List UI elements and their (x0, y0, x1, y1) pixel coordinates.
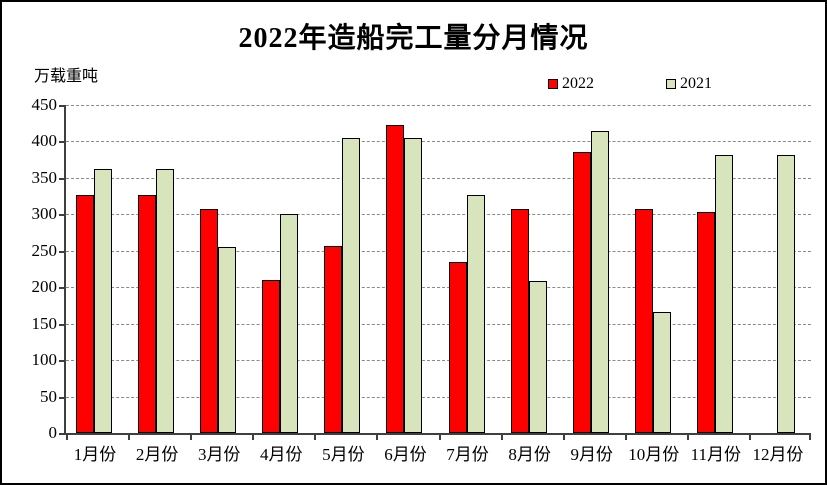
x-axis-tick-8 (562, 435, 565, 440)
y-axis-tick-label-300: 300 (31, 204, 58, 224)
y-axis-tick-50 (59, 396, 64, 399)
legend-item-2022: 2022 (548, 75, 594, 92)
bar-2022-4月份 (262, 279, 281, 433)
bar-2022-3月份 (200, 208, 219, 433)
bar-2022-2月份 (138, 194, 157, 433)
x-axis-tick-4 (314, 435, 317, 440)
x-axis-label-7月份: 7月份 (446, 445, 489, 464)
bar-2021-12月份 (776, 154, 795, 433)
gridline-y-150 (66, 323, 811, 325)
y-axis-tick-label-250: 250 (31, 240, 58, 260)
gridline-y-450 (66, 105, 811, 106)
x-axis-label-11月份: 11月份 (690, 445, 742, 464)
gridline-y-250 (66, 250, 811, 252)
y-axis-tick-label-50: 50 (40, 386, 57, 406)
y-axis-tick-150 (59, 323, 64, 326)
y-axis-tick-300 (59, 214, 64, 217)
x-axis-tick-7 (500, 435, 503, 440)
y-axis-tick-200 (59, 287, 64, 290)
x-axis-tick-5 (376, 435, 379, 440)
gridline-y-400 (66, 141, 811, 143)
gridline-y-200 (66, 287, 811, 289)
y-axis-tick-0 (59, 433, 64, 435)
x-axis-tick-12 (809, 435, 811, 440)
x-axis-tick-0 (66, 435, 68, 440)
x-axis-label-3月份: 3月份 (197, 445, 241, 464)
bar-2021-2月份 (156, 169, 175, 433)
bar-2022-10月份 (634, 209, 653, 433)
x-axis-label-9月份: 9月份 (570, 445, 613, 464)
x-axis-label-2月份: 2月份 (135, 445, 179, 464)
y-axis-unit-label: 万载重吨 (34, 68, 99, 85)
bar-2022-9月份 (572, 151, 591, 433)
x-axis-label-4月份: 4月份 (260, 445, 303, 464)
y-axis-tick-label-350: 350 (31, 167, 58, 187)
legend-item-2021: 2021 (666, 75, 712, 92)
bar-2021-6月份 (404, 137, 423, 433)
gridline-y-100 (66, 360, 811, 362)
plot-area (59, 105, 811, 440)
legend-swatch-2022 (548, 79, 558, 89)
x-axis-label-8月份: 8月份 (508, 445, 551, 464)
y-axis-tick-100 (59, 360, 64, 363)
y-axis-tick-250 (59, 250, 64, 253)
chart-title: 2022年造船完工量分月情况 (238, 23, 589, 54)
bar-2021-1月份 (94, 169, 112, 433)
bar-2021-10月份 (652, 312, 671, 433)
bar-2021-8月份 (528, 281, 547, 433)
bar-2022-11月份 (696, 212, 715, 433)
bar-2022-6月份 (386, 125, 405, 433)
y-axis-tick-label-450: 450 (31, 95, 58, 114)
x-axis-label-12月份: 12月份 (752, 445, 804, 464)
gridline-y-50 (66, 396, 811, 398)
y-axis-tick-label-0: 0 (48, 423, 58, 442)
y-axis-tick-label-100: 100 (31, 350, 58, 370)
bar-2022-7月份 (448, 261, 467, 433)
bar-2021-5月份 (342, 137, 361, 433)
x-axis-tick-2 (190, 435, 193, 440)
x-axis-tick-1 (128, 435, 131, 440)
x-axis-tick-3 (252, 435, 255, 440)
x-axis-tick-9 (624, 435, 627, 440)
y-axis-tick-350 (59, 177, 64, 180)
x-axis-label-5月份: 5月份 (322, 445, 365, 464)
y-axis-tick-450 (59, 105, 64, 107)
legend-label-2021: 2021 (680, 75, 712, 92)
bar-2021-11月份 (714, 155, 733, 433)
x-axis-label-1月份: 1月份 (73, 445, 117, 464)
bar-2022-8月份 (510, 208, 529, 433)
x-axis-label-10月份: 10月份 (628, 445, 680, 464)
x-axis-tick-11 (748, 435, 751, 440)
y-axis-tick-label-200: 200 (31, 277, 58, 297)
gridline-y-350 (66, 177, 811, 179)
x-axis-label-6月份: 6月份 (384, 445, 427, 464)
y-axis-tick-label-150: 150 (31, 313, 58, 333)
x-axis-tick-10 (686, 435, 689, 440)
legend-label-2022: 2022 (562, 75, 594, 92)
bar-2022-1月份 (76, 194, 94, 433)
bar-2021-3月份 (218, 247, 237, 433)
bar-2022-5月份 (324, 246, 343, 433)
bar-2021-9月份 (590, 131, 609, 433)
bar-2021-7月份 (466, 195, 485, 433)
x-axis-tick-6 (438, 435, 441, 440)
y-axis-tick-400 (59, 141, 64, 144)
y-axis-tick-label-400: 400 (31, 131, 58, 151)
gridline-y-300 (66, 214, 811, 216)
legend-swatch-2021 (666, 79, 676, 89)
bar-2021-4月份 (280, 213, 299, 433)
